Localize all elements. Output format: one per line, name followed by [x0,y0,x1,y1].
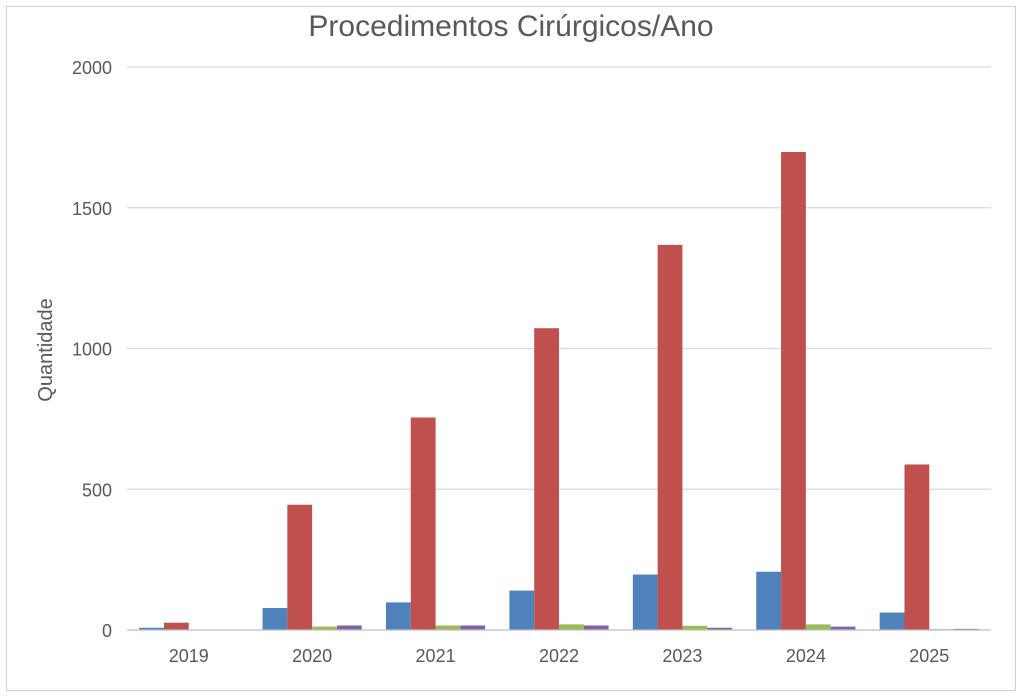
bar [904,464,930,630]
bar [287,504,313,630]
y-tick-label: 1000 [72,340,112,360]
x-axis-ticks: 2019 2020 2021 2022 2023 2024 2025 [169,646,950,666]
bar [534,328,559,630]
bar [336,625,362,630]
y-tick-label: 0 [102,621,112,641]
x-tick-label: 2025 [909,646,949,666]
bars [139,152,979,630]
bar [830,626,856,630]
bar [385,602,411,630]
bar [460,625,486,630]
x-tick-label: 2023 [662,646,702,666]
y-tick-label: 1500 [72,199,112,219]
bar [262,608,288,630]
bar [163,622,189,630]
chart-title: Procedimentos Cirúrgicos/Ano [308,10,713,43]
bar [312,626,337,630]
x-tick-label: 2019 [169,646,209,666]
bar [781,152,806,630]
bar [756,571,782,630]
bar [682,625,708,630]
y-axis-label: Quantidade [35,298,57,401]
x-tick-label: 2022 [539,646,579,666]
x-tick-label: 2024 [786,646,826,666]
bar [559,624,584,630]
bar [435,625,461,630]
bar [879,612,905,630]
bar [410,417,436,630]
bar [509,590,535,630]
bar [707,627,733,630]
y-axis-ticks: 0 500 1000 1500 2000 [72,58,112,641]
bar [139,627,164,630]
y-tick-label: 500 [82,480,112,500]
bar [583,625,609,630]
y-tick-label: 2000 [72,58,112,78]
x-tick-label: 2020 [292,646,332,666]
bar [657,244,683,630]
bar [805,624,831,630]
bar [632,574,658,630]
x-tick-label: 2021 [416,646,456,666]
